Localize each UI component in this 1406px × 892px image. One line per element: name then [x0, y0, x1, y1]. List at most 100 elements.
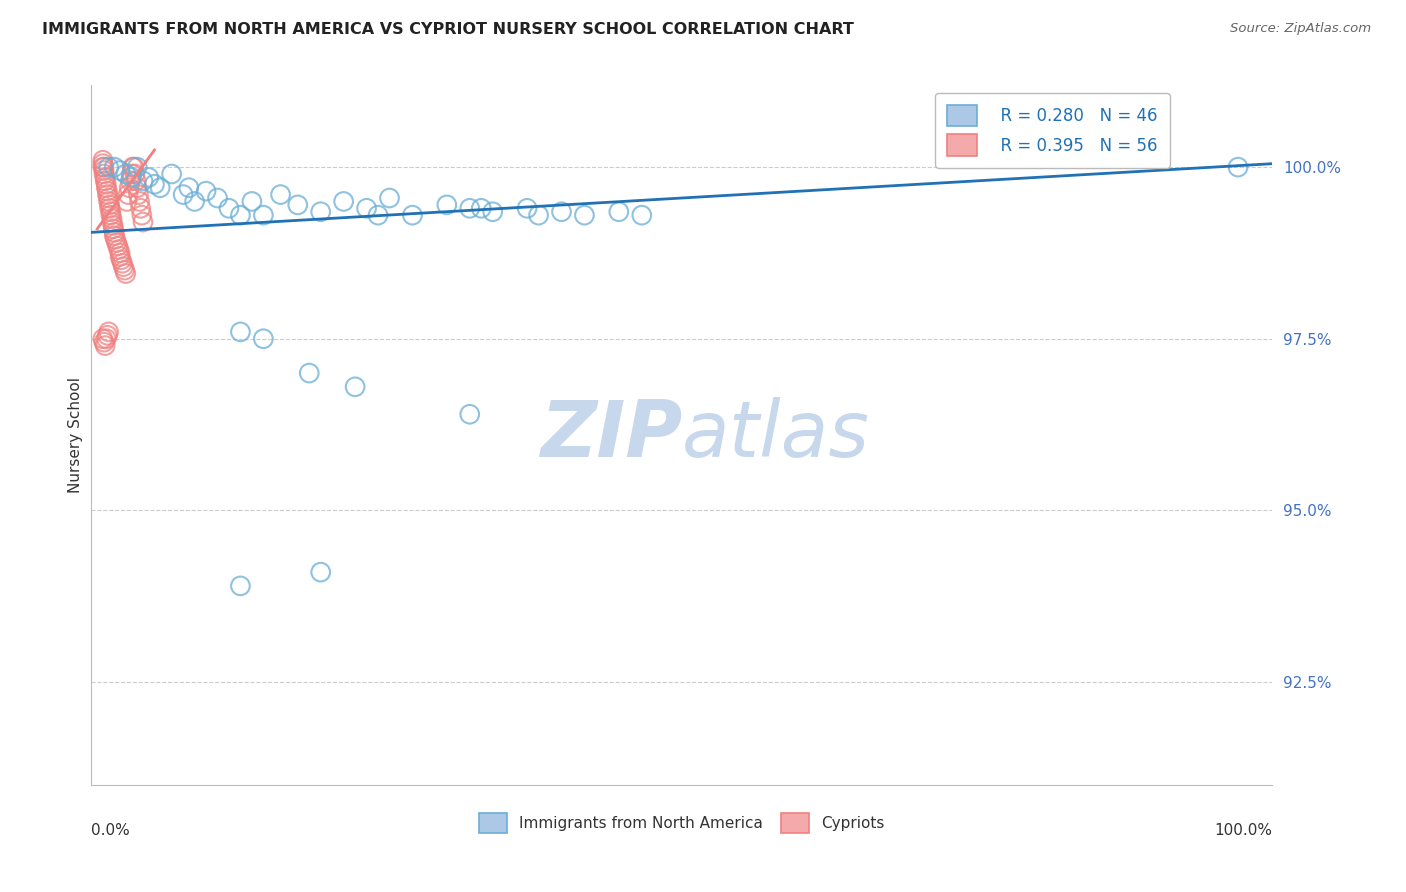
Point — [97, 160, 120, 174]
Y-axis label: Nursery School: Nursery School — [67, 376, 83, 493]
Point — [103, 225, 125, 239]
Point — [120, 174, 142, 188]
Point — [96, 187, 118, 202]
Point — [96, 328, 118, 343]
Point — [103, 228, 125, 243]
Point — [172, 187, 194, 202]
Point — [117, 187, 139, 202]
Point — [458, 407, 481, 421]
Point — [110, 252, 132, 267]
Point — [100, 208, 122, 222]
Point — [195, 184, 218, 198]
Point — [94, 174, 117, 188]
Point — [103, 160, 125, 174]
Point — [101, 222, 124, 236]
Point — [252, 208, 274, 222]
Point — [332, 194, 354, 209]
Point — [97, 194, 120, 209]
Point — [111, 256, 134, 270]
Point — [129, 202, 152, 216]
Point — [287, 198, 309, 212]
Point — [122, 160, 145, 174]
Point — [96, 184, 118, 198]
Point — [128, 194, 150, 209]
Point — [527, 208, 550, 222]
Point — [218, 202, 240, 216]
Point — [378, 191, 401, 205]
Point — [367, 208, 389, 222]
Point — [114, 263, 136, 277]
Point — [127, 180, 149, 194]
Point — [91, 160, 114, 174]
Point — [96, 180, 118, 194]
Point — [309, 565, 332, 579]
Point — [344, 380, 367, 394]
Point — [309, 204, 332, 219]
Point — [1227, 160, 1250, 174]
Point — [98, 198, 121, 212]
Point — [108, 163, 131, 178]
Point — [436, 198, 458, 212]
Point — [149, 180, 172, 194]
Point — [229, 579, 252, 593]
Point — [91, 332, 114, 346]
Legend: Immigrants from North America, Cypriots: Immigrants from North America, Cypriots — [472, 805, 891, 840]
Point — [132, 174, 155, 188]
Point — [93, 163, 115, 178]
Text: atlas: atlas — [682, 397, 870, 473]
Point — [114, 167, 136, 181]
Point — [96, 178, 118, 192]
Point — [104, 232, 127, 246]
Point — [101, 211, 124, 226]
Point — [98, 202, 121, 216]
Point — [207, 191, 229, 205]
Point — [108, 243, 131, 257]
Point — [298, 366, 321, 380]
Point — [143, 178, 166, 192]
Point — [93, 335, 115, 350]
Point — [127, 160, 149, 174]
Text: 100.0%: 100.0% — [1215, 823, 1272, 838]
Point — [112, 260, 135, 274]
Point — [91, 153, 114, 168]
Point — [100, 204, 122, 219]
Point — [481, 204, 503, 219]
Point — [550, 204, 572, 219]
Point — [356, 202, 378, 216]
Point — [160, 167, 183, 181]
Point — [105, 235, 128, 250]
Point — [97, 325, 120, 339]
Point — [94, 170, 117, 185]
Point — [108, 246, 131, 260]
Point — [114, 267, 136, 281]
Text: 0.0%: 0.0% — [91, 823, 131, 838]
Point — [121, 170, 143, 185]
Point — [93, 167, 115, 181]
Point — [124, 167, 146, 181]
Point — [125, 174, 148, 188]
Point — [93, 160, 115, 174]
Point — [229, 325, 252, 339]
Point — [96, 332, 118, 346]
Point — [401, 208, 423, 222]
Text: ZIP: ZIP — [540, 397, 682, 473]
Point — [183, 194, 205, 209]
Point — [94, 338, 117, 352]
Point — [132, 215, 155, 229]
Point — [121, 160, 143, 174]
Point — [131, 208, 153, 222]
Point — [97, 191, 120, 205]
Point — [108, 249, 131, 263]
Point — [107, 239, 129, 253]
Point — [101, 215, 124, 229]
Point — [458, 202, 481, 216]
Point — [574, 208, 596, 222]
Point — [240, 194, 263, 209]
Point — [121, 167, 143, 181]
Point — [607, 204, 630, 219]
Point — [91, 157, 114, 171]
Text: IMMIGRANTS FROM NORTH AMERICA VS CYPRIOT NURSERY SCHOOL CORRELATION CHART: IMMIGRANTS FROM NORTH AMERICA VS CYPRIOT… — [42, 22, 853, 37]
Point — [138, 170, 160, 185]
Text: Source: ZipAtlas.com: Source: ZipAtlas.com — [1230, 22, 1371, 36]
Point — [177, 180, 200, 194]
